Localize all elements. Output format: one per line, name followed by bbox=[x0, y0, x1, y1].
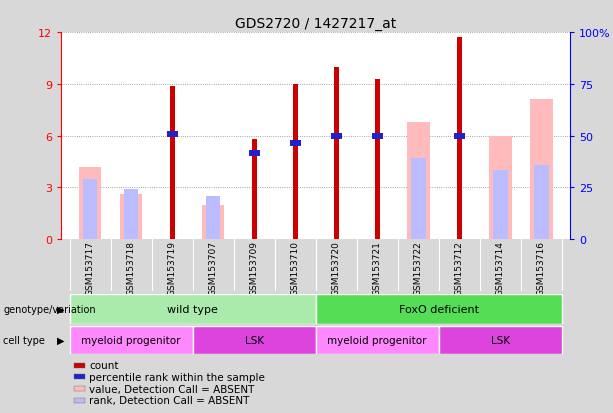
Text: GSM153719: GSM153719 bbox=[167, 240, 177, 295]
Bar bbox=[372, 133, 383, 139]
Text: myeloid progenitor: myeloid progenitor bbox=[82, 335, 181, 345]
Text: GSM153712: GSM153712 bbox=[455, 240, 464, 295]
Bar bbox=[316, 326, 439, 354]
Bar bbox=[534, 166, 549, 240]
Text: FoxO deficient: FoxO deficient bbox=[399, 304, 479, 314]
Title: GDS2720 / 1427217_at: GDS2720 / 1427217_at bbox=[235, 17, 397, 31]
Text: LSK: LSK bbox=[245, 335, 264, 345]
Text: GSM153709: GSM153709 bbox=[249, 240, 259, 295]
Text: ▶: ▶ bbox=[57, 304, 64, 314]
Bar bbox=[202, 205, 224, 240]
Bar bbox=[170, 86, 175, 240]
Bar bbox=[493, 171, 508, 240]
Bar bbox=[530, 100, 553, 240]
Text: GSM153720: GSM153720 bbox=[332, 240, 341, 295]
Text: GSM153722: GSM153722 bbox=[414, 240, 423, 295]
Bar bbox=[489, 136, 512, 240]
Text: wild type: wild type bbox=[167, 304, 218, 314]
Text: GSM153710: GSM153710 bbox=[291, 240, 300, 295]
Bar bbox=[192, 326, 316, 354]
Bar bbox=[252, 140, 257, 240]
Bar bbox=[439, 326, 562, 354]
Text: percentile rank within the sample: percentile rank within the sample bbox=[89, 372, 265, 382]
Text: myeloid progenitor: myeloid progenitor bbox=[327, 335, 427, 345]
Text: ▶: ▶ bbox=[57, 335, 64, 345]
Bar bbox=[316, 294, 562, 324]
Bar bbox=[69, 326, 192, 354]
Bar bbox=[206, 197, 221, 240]
Text: genotype/variation: genotype/variation bbox=[3, 304, 96, 314]
Text: GSM153721: GSM153721 bbox=[373, 240, 382, 295]
Text: value, Detection Call = ABSENT: value, Detection Call = ABSENT bbox=[89, 384, 255, 394]
Text: GSM153716: GSM153716 bbox=[537, 240, 546, 295]
Bar bbox=[167, 132, 178, 138]
Text: cell type: cell type bbox=[3, 335, 45, 345]
Text: LSK: LSK bbox=[491, 335, 510, 345]
Bar bbox=[293, 85, 298, 240]
Bar bbox=[454, 133, 465, 139]
Text: GSM153717: GSM153717 bbox=[86, 240, 94, 295]
Text: GSM153718: GSM153718 bbox=[126, 240, 135, 295]
Bar bbox=[290, 140, 300, 146]
Bar bbox=[457, 38, 462, 240]
Bar bbox=[69, 294, 316, 324]
Bar bbox=[124, 190, 139, 240]
Text: GSM153714: GSM153714 bbox=[496, 240, 505, 295]
Bar bbox=[407, 123, 430, 240]
Bar bbox=[83, 179, 97, 240]
Bar bbox=[120, 195, 142, 240]
Bar bbox=[375, 79, 379, 240]
Text: count: count bbox=[89, 361, 119, 370]
Text: GSM153707: GSM153707 bbox=[208, 240, 218, 295]
Bar bbox=[411, 159, 425, 240]
Text: rank, Detection Call = ABSENT: rank, Detection Call = ABSENT bbox=[89, 395, 250, 405]
Bar bbox=[249, 150, 259, 157]
Bar bbox=[333, 67, 338, 240]
Bar bbox=[331, 133, 341, 139]
Bar bbox=[78, 167, 101, 240]
